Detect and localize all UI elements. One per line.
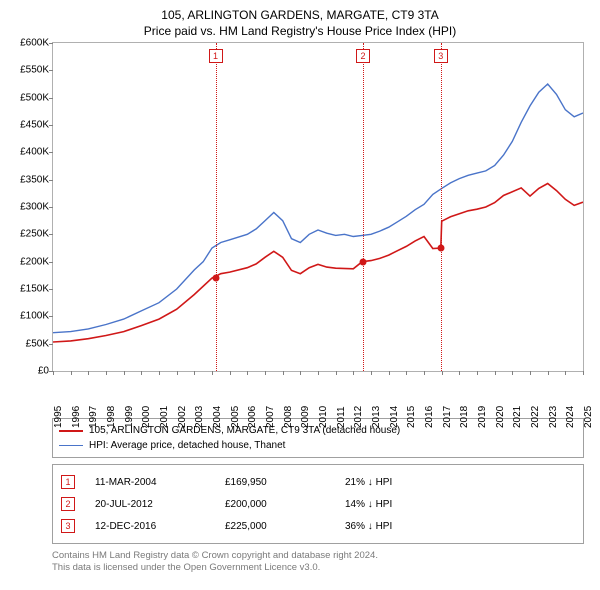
- y-axis-tick-label: £400K: [11, 147, 49, 158]
- sale-marker-2: 2: [356, 49, 370, 63]
- sale-point-dot: [437, 245, 444, 252]
- sales-table-row: 3 12-DEC-2016£225,00036% ↓ HPI: [61, 515, 575, 537]
- chart-subtitle: Price paid vs. HM Land Registry's House …: [10, 24, 590, 38]
- sale-price: £169,950: [225, 477, 345, 488]
- sales-table: 1 11-MAR-2004£169,95021% ↓ HPI 2 20-JUL-201…: [52, 464, 584, 544]
- sale-number-box: 1: [61, 475, 75, 489]
- sale-number-box: 3: [61, 519, 75, 533]
- sale-vline: [216, 43, 217, 371]
- sales-table-row: 2 20-JUL-2012£200,00014% ↓ HPI: [61, 493, 575, 515]
- sale-point-dot: [360, 258, 367, 265]
- y-axis-tick-label: £500K: [11, 92, 49, 103]
- sale-price: £225,000: [225, 521, 345, 532]
- sale-date: 20-JUL-2012: [95, 499, 225, 510]
- footer-line-1: Contains HM Land Registry data © Crown c…: [52, 550, 584, 562]
- chart-lines-svg: [53, 43, 583, 371]
- series-line-hpi: [53, 84, 583, 333]
- y-axis-tick-label: £250K: [11, 229, 49, 240]
- legend-label-hpi: HPI: Average price, detached house, Than…: [89, 440, 285, 451]
- plot-area: £0£50K£100K£150K£200K£250K£300K£350K£400…: [52, 42, 584, 372]
- x-axis-area: [52, 372, 584, 414]
- y-axis-tick-label: £150K: [11, 284, 49, 295]
- sale-delta-hpi: 36% ↓ HPI: [345, 521, 575, 532]
- y-axis-tick-label: £50K: [11, 338, 49, 349]
- y-axis-tick-label: £450K: [11, 120, 49, 131]
- legend-row-hpi: HPI: Average price, detached house, Than…: [59, 438, 577, 453]
- y-axis-tick-label: £200K: [11, 256, 49, 267]
- legend-swatch-hpi: [59, 445, 83, 446]
- sale-delta-hpi: 21% ↓ HPI: [345, 477, 575, 488]
- sale-date: 12-DEC-2016: [95, 521, 225, 532]
- y-axis-tick-label: £350K: [11, 174, 49, 185]
- footer-line-2: This data is licensed under the Open Gov…: [52, 562, 584, 574]
- y-axis-tick-label: £0: [11, 366, 49, 377]
- sale-number-box: 2: [61, 497, 75, 511]
- sale-delta-hpi: 14% ↓ HPI: [345, 499, 575, 510]
- sale-marker-3: 3: [434, 49, 448, 63]
- y-axis-tick-label: £550K: [11, 65, 49, 76]
- y-axis-tick-label: £600K: [11, 38, 49, 49]
- sale-date: 11-MAR-2004: [95, 477, 225, 488]
- sale-vline: [441, 43, 442, 371]
- y-axis-tick-label: £100K: [11, 311, 49, 322]
- legend-swatch-property: [59, 430, 83, 432]
- footer-attribution: Contains HM Land Registry data © Crown c…: [52, 550, 584, 575]
- sale-vline: [363, 43, 364, 371]
- series-line-property: [53, 184, 583, 343]
- sale-marker-1: 1: [209, 49, 223, 63]
- title-block: 105, ARLINGTON GARDENS, MARGATE, CT9 3TA…: [10, 8, 590, 38]
- sales-table-row: 1 11-MAR-2004£169,95021% ↓ HPI: [61, 471, 575, 493]
- y-axis-tick-label: £300K: [11, 202, 49, 213]
- x-axis-tick-label: 2025: [583, 406, 594, 428]
- sale-price: £200,000: [225, 499, 345, 510]
- chart-title-address: 105, ARLINGTON GARDENS, MARGATE, CT9 3TA: [10, 8, 590, 22]
- sale-point-dot: [212, 275, 219, 282]
- chart-container: 105, ARLINGTON GARDENS, MARGATE, CT9 3TA…: [0, 0, 600, 590]
